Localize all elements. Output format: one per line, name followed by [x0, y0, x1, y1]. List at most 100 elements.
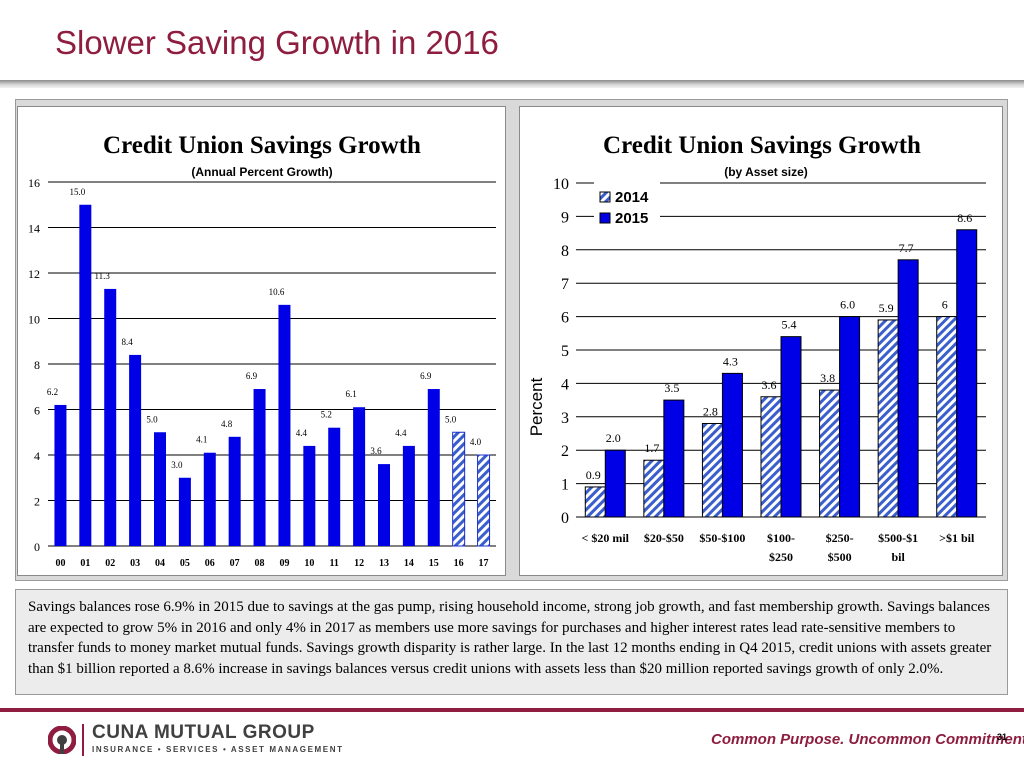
- logo-mark-icon: [48, 726, 76, 754]
- left-x-tick-label: 11: [329, 558, 338, 569]
- left-value-label: 5.0: [146, 414, 158, 424]
- legend-label-2014: 2014: [615, 189, 649, 206]
- right-y-tick-label: 4: [561, 376, 569, 393]
- right-bar-2014-4: [819, 389, 841, 518]
- right-x-axis: < $20 mil $20-$50 $50-$100 $100- $250 $250- $5…: [582, 531, 975, 564]
- left-y-tick-label: 4: [34, 449, 40, 463]
- left-bar-01: [79, 204, 92, 546]
- right-y-tick-label: 6: [561, 310, 569, 327]
- right-value-label: 6.0: [840, 298, 855, 312]
- right-value-label: 0.9: [586, 468, 601, 482]
- right-bar-2015-0: [604, 449, 626, 518]
- asset-size-chart-svg: Credit Union Savings Growth (by Asset si…: [527, 132, 986, 564]
- left-bar-06: [203, 452, 216, 546]
- right-bar-2015-3: [780, 336, 802, 518]
- right-x-tick-label: $500: [828, 550, 852, 564]
- left-value-label: 10.6: [269, 287, 285, 297]
- left-value-label: 8.4: [121, 337, 133, 347]
- left-bar-02: [104, 288, 117, 546]
- right-x-tick-label: $50-$100: [699, 531, 745, 545]
- annual-growth-chart: Credit Union Savings Growth (Annual Perc…: [17, 106, 506, 576]
- left-bar-08: [253, 389, 266, 546]
- left-x-tick-label: 09: [279, 558, 289, 569]
- left-bar-00: [54, 404, 67, 546]
- left-value-label: 4.0: [470, 437, 482, 447]
- left-x-tick-label: 17: [479, 558, 489, 569]
- left-value-label: 4.8: [221, 419, 233, 429]
- right-x-tick-label: >$1 bil: [939, 531, 975, 545]
- left-gridlines: [48, 181, 496, 547]
- right-chart-subtitle: (by Asset size): [724, 165, 808, 179]
- left-x-tick-label: 14: [404, 558, 414, 569]
- left-y-tick-label: 10: [28, 313, 40, 327]
- left-bar-17: [477, 454, 491, 547]
- right-value-label: 7.7: [899, 241, 914, 255]
- right-y-tick-label: 1: [561, 477, 569, 494]
- right-value-label: 5.9: [879, 301, 894, 315]
- left-y-tick-label: 14: [28, 222, 40, 236]
- left-x-tick-label: 06: [205, 558, 215, 569]
- bottom-divider: [0, 708, 1024, 712]
- left-value-label: 3.6: [370, 446, 382, 456]
- right-value-label: 8.6: [957, 211, 972, 225]
- right-bar-2014-5: [877, 319, 899, 518]
- left-y-tick-label: 6: [34, 404, 40, 418]
- left-y-tick-label: 0: [34, 540, 40, 554]
- legend-swatch-2015: [599, 212, 611, 224]
- right-bar-2014-2: [701, 422, 723, 518]
- right-y-tick-label: 9: [561, 209, 569, 226]
- left-x-tick-label: 16: [454, 558, 464, 569]
- logo-subtitle: INSURANCE • SERVICES • ASSET MANAGEMENT: [92, 745, 344, 754]
- left-bar-05: [178, 477, 191, 546]
- left-value-label: 5.2: [321, 410, 332, 420]
- left-value-label: 4.4: [395, 428, 407, 438]
- left-bar-09: [278, 304, 291, 546]
- right-y-tick-label: 10: [553, 176, 569, 193]
- left-chart-title: Credit Union Savings Growth: [103, 132, 421, 159]
- right-bar-2015-5: [897, 259, 919, 518]
- left-value-label: 5.0: [445, 414, 457, 424]
- right-value-label: 3.8: [820, 371, 835, 385]
- left-bar-16: [452, 431, 466, 547]
- left-bar-11: [328, 427, 341, 546]
- right-y-tick-label: 3: [561, 410, 569, 427]
- left-x-tick-label: 01: [80, 558, 90, 569]
- right-y-tick-label: 2: [561, 443, 569, 460]
- left-x-tick-label: 13: [379, 558, 389, 569]
- right-y-axis: 0 1 2 3 4 5 6 7 8 9 10: [553, 176, 569, 527]
- left-value-label: 6.1: [345, 389, 356, 399]
- left-value-label: 3.0: [171, 460, 183, 470]
- left-y-tick-label: 16: [28, 176, 40, 190]
- annual-growth-chart-svg: Credit Union Savings Growth (Annual Perc…: [28, 132, 496, 569]
- left-y-tick-label: 12: [28, 267, 40, 281]
- slide-title: Slower Saving Growth in 2016: [55, 24, 499, 61]
- left-chart-subtitle: (Annual Percent Growth): [191, 165, 332, 179]
- right-x-tick-label: $500-$1: [878, 531, 918, 545]
- right-value-label: 4.3: [723, 354, 738, 368]
- left-x-tick-label: 08: [255, 558, 265, 569]
- left-y-tick-label: 2: [34, 495, 40, 509]
- left-bar-10: [303, 445, 316, 546]
- left-bar-07: [228, 436, 241, 546]
- right-bar-2015-4: [839, 316, 861, 518]
- caption-text: Savings balances rose 6.9% in 2015 due t…: [15, 589, 1008, 695]
- right-y-tick-label: 7: [561, 276, 569, 293]
- legend-label-2015: 2015: [615, 210, 648, 227]
- right-value-label: 3.6: [762, 378, 777, 392]
- logo-name: CUNA MUTUAL GROUP: [92, 722, 315, 743]
- asset-size-chart: Credit Union Savings Growth (by Asset si…: [519, 106, 1003, 576]
- right-y-tick-label: 5: [561, 343, 569, 360]
- right-legend: 2014 2015: [594, 181, 660, 233]
- right-bars: [584, 229, 978, 518]
- right-value-label: 6: [942, 298, 948, 312]
- left-value-label: 4.1: [196, 435, 207, 445]
- left-bar-14: [402, 445, 415, 546]
- left-value-label: 6.9: [246, 371, 258, 381]
- right-y-tick-label: 0: [561, 510, 569, 527]
- right-x-tick-label: bil: [891, 550, 905, 564]
- left-value-label: 11.3: [95, 271, 111, 281]
- left-bar-13: [378, 464, 390, 546]
- right-bar-2014-1: [643, 459, 665, 518]
- left-value-label: 6.2: [47, 387, 58, 397]
- left-x-tick-label: 10: [304, 558, 314, 569]
